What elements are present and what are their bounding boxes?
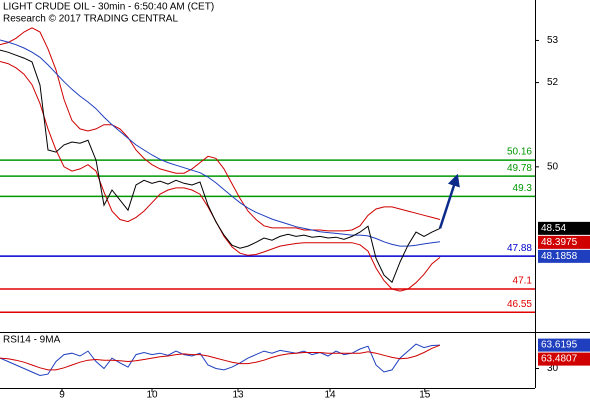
- y-tick-label: 50: [547, 161, 559, 172]
- level-label: 49.3: [513, 183, 533, 194]
- level-label: 47.88: [507, 243, 532, 254]
- price-tag: [538, 338, 590, 352]
- level-label: 46.55: [507, 299, 532, 310]
- x-tick-label: 13: [232, 390, 244, 400]
- x-tick-label: 15: [419, 390, 431, 400]
- x-tick-label: 14: [324, 390, 336, 400]
- price-tag: [538, 221, 590, 235]
- price-tag: [538, 249, 590, 263]
- price-tag-label: 63.6195: [541, 340, 578, 351]
- price-tag-label: 48.54: [541, 223, 566, 234]
- price-tag-label: 48.1858: [541, 251, 578, 262]
- price-tag-label: 63.4807: [541, 354, 578, 365]
- price-tag-label: 48.3975: [541, 237, 578, 248]
- series-line: [0, 343, 441, 377]
- series-line: [0, 39, 441, 247]
- y-tick-label: 52: [547, 77, 559, 88]
- x-tick-label: 9: [59, 390, 65, 400]
- series-line: [0, 344, 441, 371]
- price-tag: [538, 352, 590, 366]
- level-label: 47.1: [513, 276, 533, 287]
- panel-title: RSI14 - 9MA: [3, 335, 61, 346]
- plot: 9 10 13 14 15 50.16 49.78 49.3 47.88 47.1 46.55 53 5…: [0, 27, 590, 400]
- chart-title: LIGHT CRUDE OIL - 30min - 6:50:40 AM (CE…: [3, 2, 214, 13]
- y-tick-label: 53: [547, 35, 559, 46]
- price-tag: [538, 235, 590, 249]
- level-label: 50.16: [507, 147, 532, 158]
- series-line: [0, 49, 441, 284]
- y-tick-label: 30: [547, 363, 559, 374]
- series-line: [0, 27, 441, 232]
- chart-subtitle: Research © 2017 TRADING CENTRAL: [3, 14, 178, 25]
- target-arrow: [438, 173, 460, 229]
- x-tick-label: 10: [146, 390, 158, 400]
- level-label: 49.78: [507, 163, 532, 174]
